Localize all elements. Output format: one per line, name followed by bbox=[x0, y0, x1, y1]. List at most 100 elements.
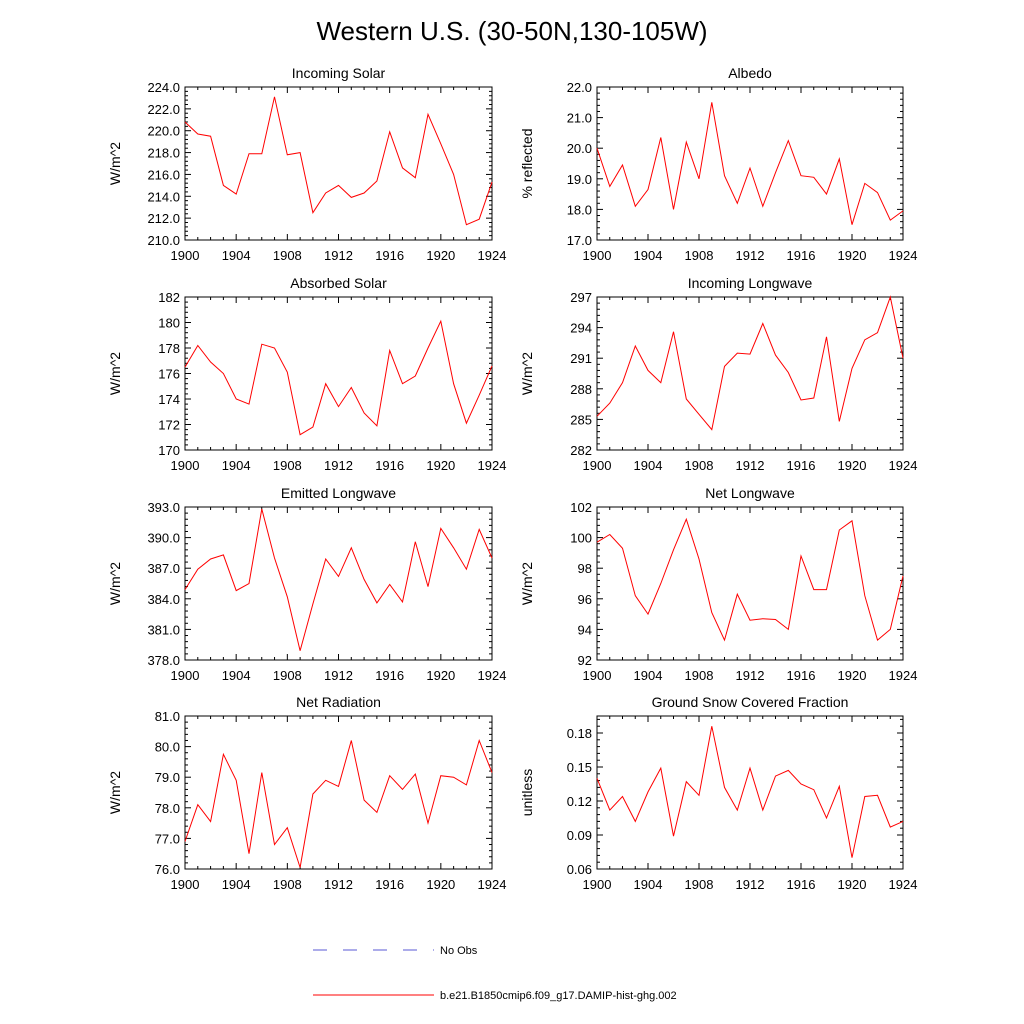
x-tick-label: 1924 bbox=[478, 668, 507, 683]
y-tick-label: 22.0 bbox=[567, 80, 592, 95]
x-tick-label: 1920 bbox=[838, 458, 867, 473]
series-line bbox=[184, 508, 493, 651]
plot-frame bbox=[596, 715, 904, 870]
y-axis-label: W/m^2 bbox=[519, 562, 535, 605]
series-line bbox=[184, 319, 493, 436]
panel-title: Ground Snow Covered Fraction bbox=[652, 694, 849, 710]
y-tick-label: 174 bbox=[158, 392, 180, 407]
y-tick-label: 18.0 bbox=[567, 202, 592, 217]
x-tick-label: 1916 bbox=[375, 458, 404, 473]
panel-title: Albedo bbox=[728, 65, 772, 81]
x-tick-label: 1900 bbox=[583, 458, 612, 473]
y-tick-label: 176 bbox=[158, 367, 180, 382]
x-tick-label: 1912 bbox=[736, 248, 765, 263]
y-axis-label: W/m^2 bbox=[107, 142, 123, 185]
x-tick-label: 1900 bbox=[171, 248, 200, 263]
x-tick-label: 1904 bbox=[222, 668, 251, 683]
y-tick-label: 0.09 bbox=[567, 828, 592, 843]
x-tick-label: 1912 bbox=[736, 458, 765, 473]
y-tick-label: 282 bbox=[570, 443, 592, 458]
plot-frame bbox=[184, 86, 493, 241]
panel-5: Net Longwave W/m^2 1900 1904 1908 1912 1916 192… bbox=[519, 485, 917, 683]
plot-frame bbox=[596, 86, 904, 241]
panel-title: Emitted Longwave bbox=[281, 485, 396, 501]
legend-label-no-obs: No Obs bbox=[440, 945, 478, 957]
y-axis-label: W/m^2 bbox=[107, 352, 123, 395]
plot-frame bbox=[596, 506, 904, 661]
y-tick-label: 78.0 bbox=[155, 801, 180, 816]
x-tick-label: 1904 bbox=[222, 877, 251, 892]
y-axis-label: W/m^2 bbox=[519, 352, 535, 395]
y-tick-label: 291 bbox=[570, 351, 592, 366]
panel-6: Net Radiation W/m^2 1900 1904 1908 1912 1916 19… bbox=[107, 694, 506, 892]
y-axis-label: W/m^2 bbox=[107, 771, 123, 814]
series-line bbox=[596, 726, 904, 858]
plot-frame bbox=[184, 506, 493, 661]
x-tick-label: 1908 bbox=[273, 458, 302, 473]
x-tick-label: 1912 bbox=[324, 877, 353, 892]
legend-label-model: b.e21.B1850cmip6.f09_g17.DAMIP-hist-ghg.… bbox=[440, 990, 677, 1002]
x-tick-label: 1920 bbox=[426, 248, 455, 263]
x-tick-label: 1916 bbox=[375, 248, 404, 263]
x-tick-label: 1912 bbox=[324, 668, 353, 683]
y-tick-label: 100 bbox=[570, 531, 592, 546]
y-tick-label: 170 bbox=[158, 443, 180, 458]
series-line bbox=[596, 517, 904, 642]
y-axis-label: W/m^2 bbox=[107, 562, 123, 605]
x-tick-label: 1900 bbox=[583, 248, 612, 263]
panel-title: Absorbed Solar bbox=[290, 275, 387, 291]
x-tick-label: 1916 bbox=[375, 877, 404, 892]
y-tick-label: 80.0 bbox=[155, 740, 180, 755]
x-tick-label: 1912 bbox=[736, 668, 765, 683]
panel-4: Emitted Longwave W/m^2 1900 1904 1908 1912 191… bbox=[107, 485, 506, 683]
x-tick-label: 1900 bbox=[583, 668, 612, 683]
y-tick-label: 81.0 bbox=[155, 709, 180, 724]
x-tick-label: 1924 bbox=[478, 458, 507, 473]
panels: Incoming Solar W/m^2 1900 1904 1908 1912 1916 1… bbox=[107, 65, 917, 892]
x-tick-label: 1920 bbox=[838, 248, 867, 263]
x-tick-label: 1908 bbox=[685, 668, 714, 683]
y-tick-label: 210.0 bbox=[147, 233, 180, 248]
x-tick-label: 1900 bbox=[171, 877, 200, 892]
x-tick-label: 1908 bbox=[273, 248, 302, 263]
y-tick-label: 222.0 bbox=[147, 102, 180, 117]
series-line bbox=[596, 102, 904, 225]
x-tick-label: 1904 bbox=[222, 458, 251, 473]
y-tick-label: 218.0 bbox=[147, 146, 180, 161]
y-tick-label: 172 bbox=[158, 418, 180, 433]
plot-frame bbox=[184, 296, 493, 451]
y-tick-label: 214.0 bbox=[147, 189, 180, 204]
y-tick-label: 79.0 bbox=[155, 770, 180, 785]
y-tick-label: 294 bbox=[570, 321, 592, 336]
y-tick-label: 21.0 bbox=[567, 111, 592, 126]
x-tick-label: 1912 bbox=[736, 877, 765, 892]
y-axis-label: unitless bbox=[519, 769, 535, 816]
x-tick-label: 1912 bbox=[324, 458, 353, 473]
x-tick-label: 1904 bbox=[634, 668, 663, 683]
series-line bbox=[184, 738, 493, 868]
y-tick-label: 0.12 bbox=[567, 794, 592, 809]
panel-title: Net Radiation bbox=[296, 694, 381, 710]
y-tick-label: 297 bbox=[570, 290, 592, 305]
series-line bbox=[184, 96, 493, 226]
x-tick-label: 1908 bbox=[273, 668, 302, 683]
x-tick-label: 1924 bbox=[889, 458, 918, 473]
x-tick-label: 1900 bbox=[171, 668, 200, 683]
x-tick-label: 1904 bbox=[634, 248, 663, 263]
panel-title: Net Longwave bbox=[705, 485, 795, 501]
x-tick-label: 1908 bbox=[685, 877, 714, 892]
x-tick-label: 1920 bbox=[426, 877, 455, 892]
y-tick-label: 178 bbox=[158, 341, 180, 356]
y-tick-label: 393.0 bbox=[147, 500, 180, 515]
x-tick-label: 1900 bbox=[583, 877, 612, 892]
y-tick-label: 212.0 bbox=[147, 211, 180, 226]
x-tick-label: 1916 bbox=[787, 248, 816, 263]
x-tick-label: 1924 bbox=[889, 668, 918, 683]
panel-2: Absorbed Solar W/m^2 1900 1904 1908 1912 1916 1… bbox=[107, 275, 506, 473]
panel-1: Albedo % reflected 1900 1904 1908 1912 1916 192… bbox=[519, 65, 917, 263]
y-tick-label: 288 bbox=[570, 382, 592, 397]
x-tick-label: 1908 bbox=[685, 248, 714, 263]
x-tick-label: 1900 bbox=[171, 458, 200, 473]
plot-frame bbox=[184, 715, 493, 870]
y-tick-label: 180 bbox=[158, 316, 180, 331]
